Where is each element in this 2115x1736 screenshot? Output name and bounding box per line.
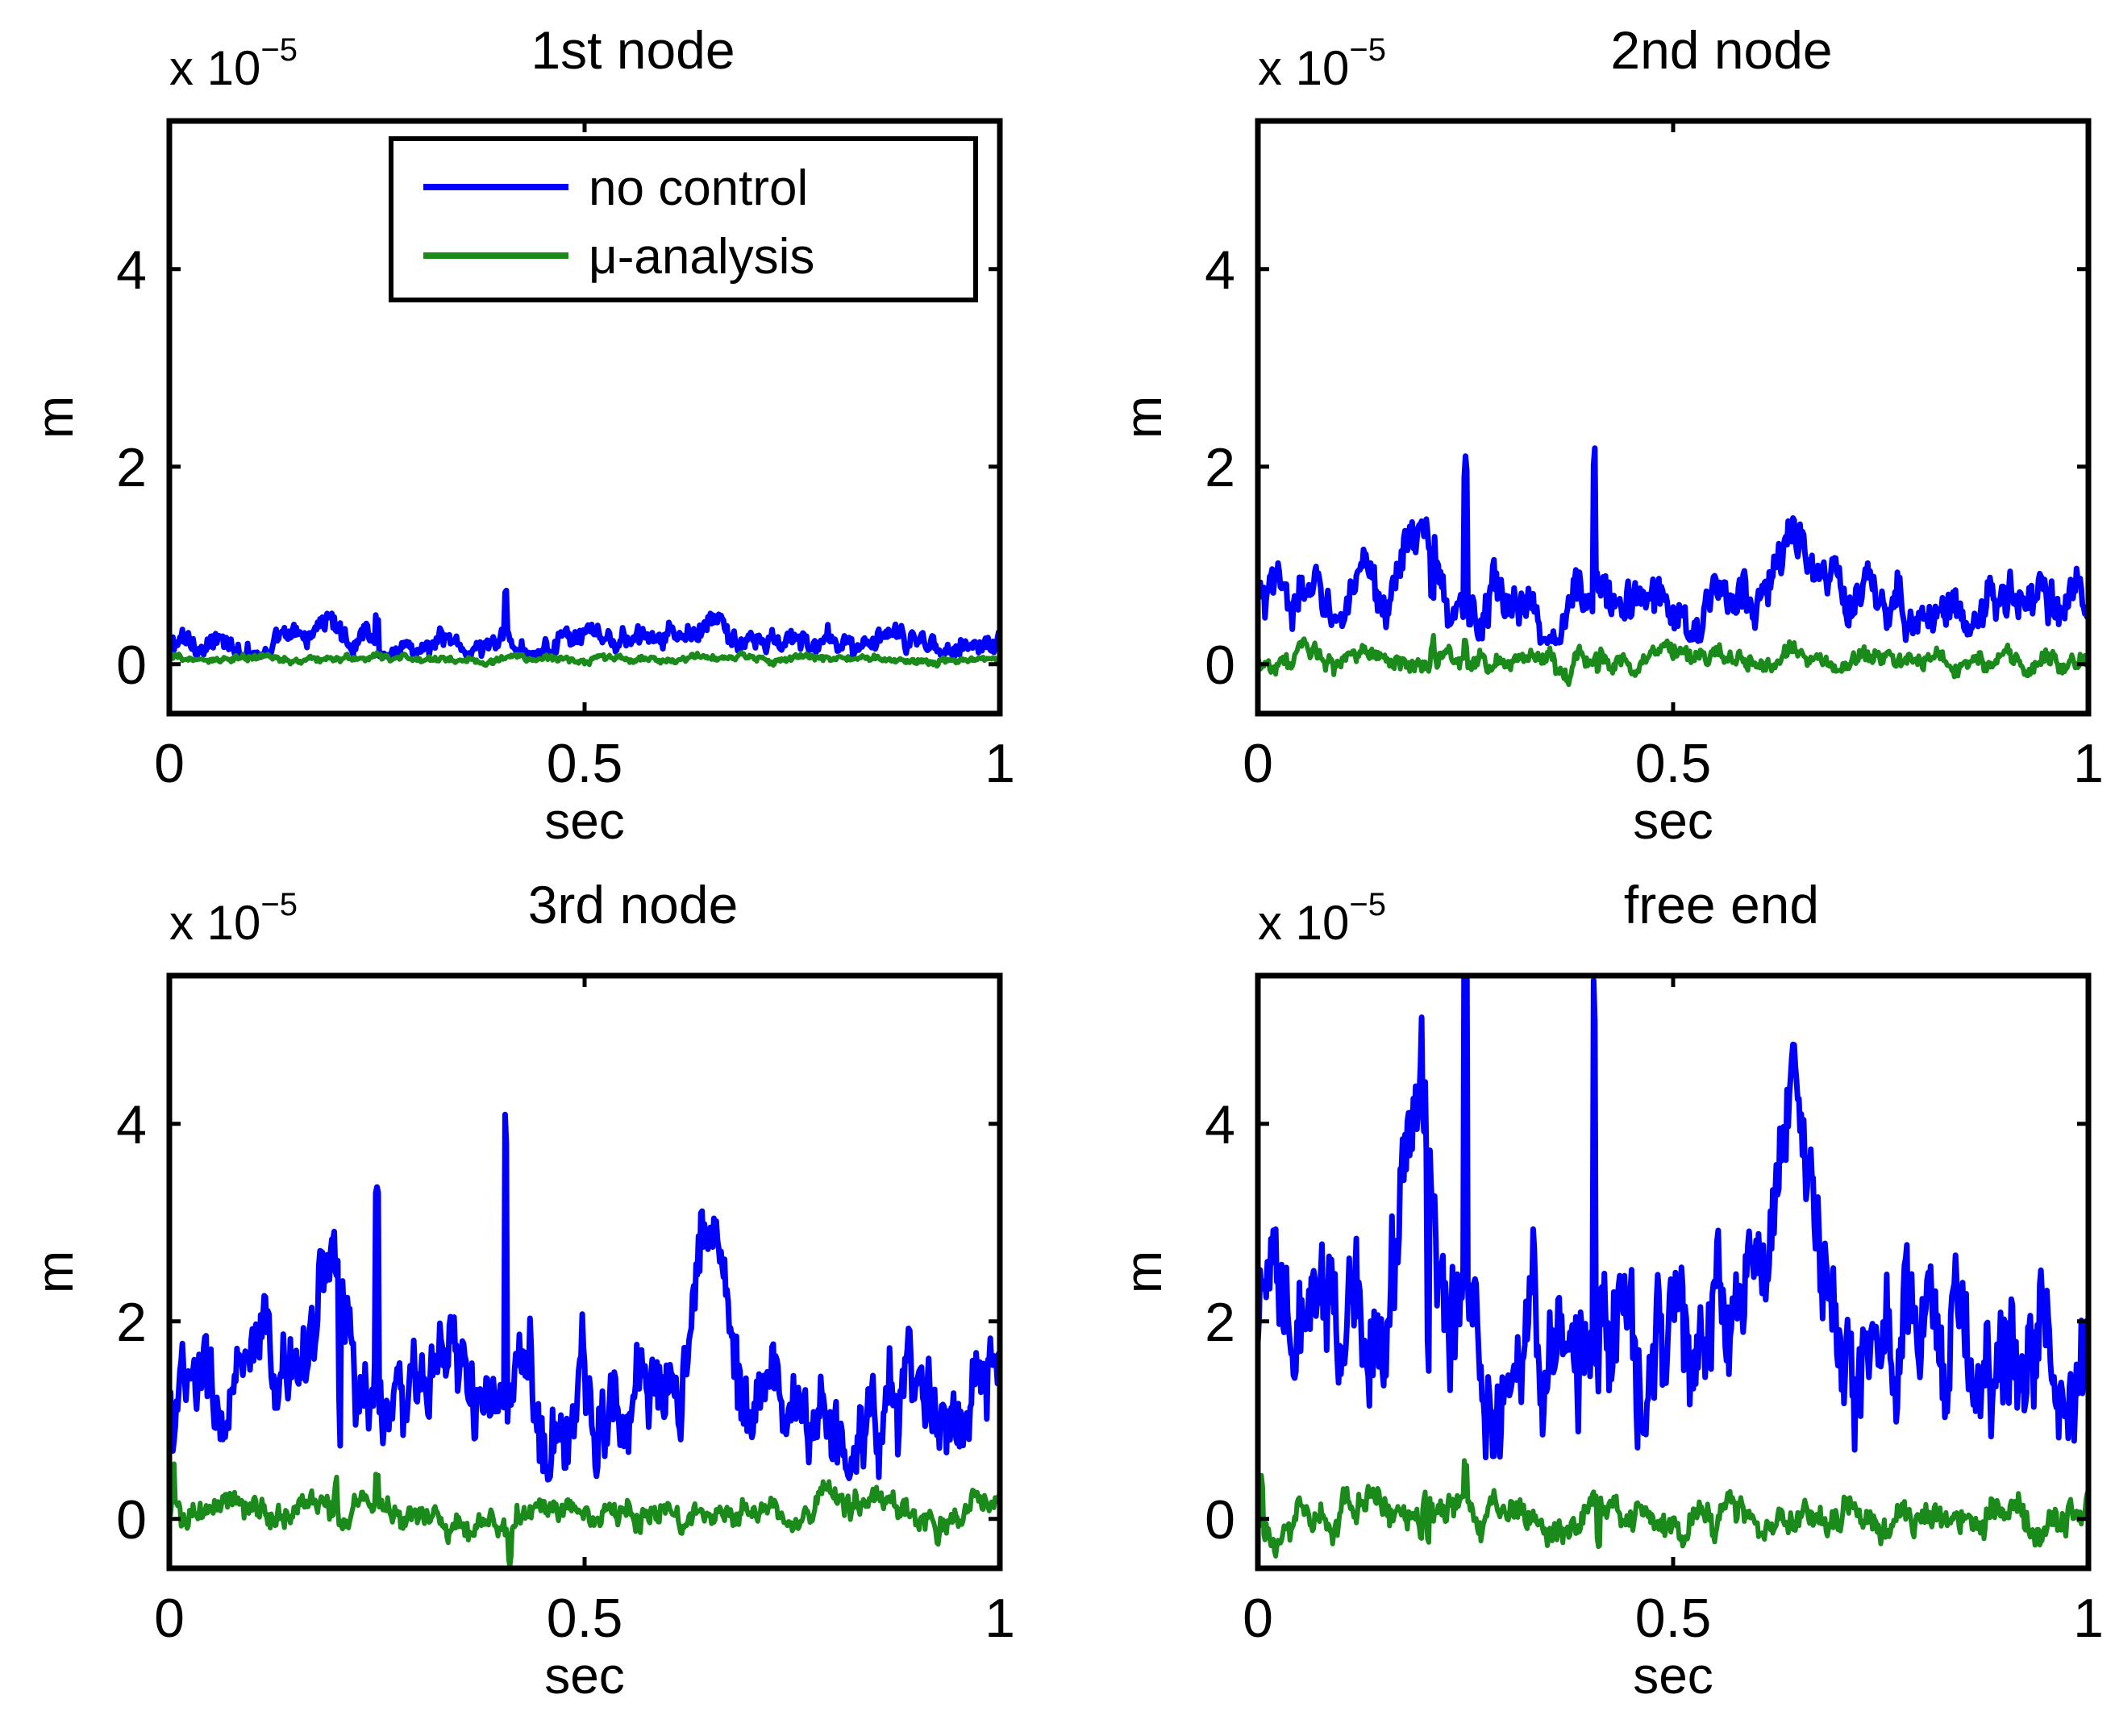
series-line-no-control	[169, 587, 1000, 660]
y-tick-label: 0	[116, 635, 147, 696]
series-line-no-control	[1258, 445, 2088, 647]
x-tick-label: 1	[985, 1588, 1015, 1649]
series-line-mu-analysis	[169, 1461, 1000, 1568]
series-line-mu-analysis	[1258, 633, 2088, 688]
x-tick-label: 0	[1243, 1588, 1273, 1649]
series-line-mu-analysis	[1258, 1458, 2088, 1559]
y-tick-label: 2	[116, 1292, 147, 1353]
y-tick-label: 4	[1205, 1094, 1235, 1155]
y-tick-label: 4	[116, 239, 147, 301]
y-axis-label: m	[1114, 1251, 1172, 1293]
subplot-title: free end	[1624, 875, 1819, 935]
legend-box	[389, 136, 978, 302]
exponent-label: x 10−5	[169, 32, 298, 95]
subplot-3: 0 2 4 0 0.5 1 sec m x 10−5 3rd node	[26, 875, 1015, 1705]
exponent-label: x 10−5	[1258, 32, 1386, 95]
subplot-title: 2nd node	[1610, 20, 1832, 80]
subplot-4: 0 2 4 0 0.5 1 sec m x 10−5 free end	[1114, 875, 2104, 1705]
exponent-label: x 10−5	[169, 887, 298, 950]
x-tick-label: 0.5	[547, 1588, 623, 1649]
y-axis-label: m	[1114, 396, 1172, 439]
x-tick-label: 0	[154, 733, 185, 794]
legend-entry: no control	[589, 160, 808, 216]
subplot-2: 0 2 4 0 0.5 1 sec m x 10−5 2nd node	[1114, 20, 2104, 850]
x-axis-label: sec	[544, 1646, 625, 1705]
series-line-no-control	[169, 1111, 1000, 1483]
y-tick-label: 0	[1205, 635, 1235, 696]
x-tick-label: 0.5	[1635, 733, 1712, 794]
subplot-title: 1st node	[531, 20, 735, 80]
y-tick-label: 2	[116, 437, 147, 498]
x-tick-label: 1	[2073, 1588, 2104, 1649]
x-tick-label: 0.5	[547, 733, 623, 794]
x-tick-label: 0.5	[1635, 1588, 1712, 1649]
y-tick-label: 4	[1205, 239, 1235, 301]
axes-box	[166, 972, 1003, 1572]
y-axis-label: m	[26, 396, 84, 439]
y-tick-label: 4	[116, 1094, 147, 1155]
x-tick-label: 0	[154, 1588, 185, 1649]
x-tick-label: 0	[1243, 733, 1273, 794]
exponent-label: x 10−5	[1258, 887, 1386, 950]
y-tick-label: 0	[1205, 1489, 1235, 1551]
x-tick-label: 1	[2073, 733, 2104, 794]
x-tick-label: 1	[985, 733, 1015, 794]
x-axis-label: sec	[1633, 1646, 1713, 1705]
x-axis-label: sec	[544, 792, 625, 850]
y-axis-label: m	[26, 1251, 84, 1293]
y-tick-label: 2	[1205, 437, 1235, 498]
x-axis-label: sec	[1633, 792, 1713, 850]
subplot-1: 0 2 4 0 0.5 1 sec m x 10−5 1st node no control μ-an…	[26, 20, 1015, 850]
y-tick-label: 0	[116, 1489, 147, 1551]
legend: no control μ-analysis	[389, 136, 978, 302]
y-tick-label: 2	[1205, 1292, 1235, 1353]
subplot-title: 3rd node	[528, 875, 739, 935]
legend-entry: μ-analysis	[589, 229, 814, 285]
series-line-no-control	[1258, 976, 2088, 1461]
series-line-mu-analysis	[169, 650, 1000, 669]
